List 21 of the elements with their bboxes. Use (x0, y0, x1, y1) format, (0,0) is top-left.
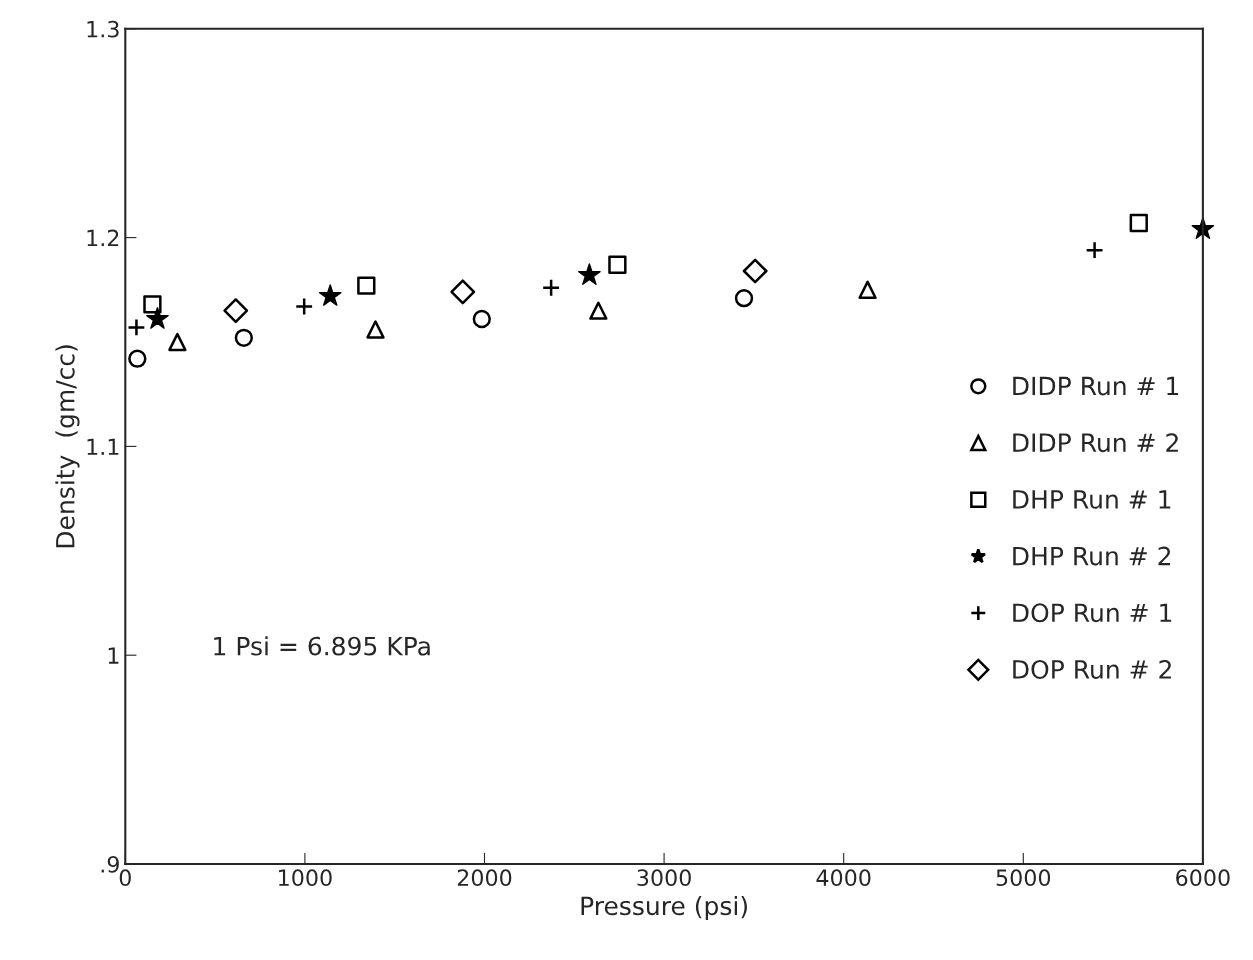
y-tick-label: 1 (108, 647, 119, 664)
x-tick-label: 0 (119, 869, 131, 887)
y-tick-label: .9 (101, 855, 119, 873)
y-tick-label: 1.2 (87, 229, 119, 247)
y-tick-label: 1.1 (87, 438, 119, 455)
legend-label: DHP Run # 2 (1013, 546, 1171, 566)
x-tick-label: 4000 (816, 869, 871, 887)
legend-label: DHP Run # 1 (1013, 490, 1171, 509)
x-axis-title: Pressure (psi) (581, 895, 747, 921)
x-tick-label: 6000 (1176, 869, 1230, 887)
y-tick-label: 1.3 (87, 20, 119, 38)
x-tick-label: 3000 (637, 869, 691, 887)
x-tick-label: 1000 (279, 869, 332, 887)
x-tick-label: 2000 (457, 869, 512, 887)
legend-label: DIDP Run # 1 (1013, 376, 1179, 396)
annotation: 1 Psi = 6.895 KPa (214, 636, 430, 656)
y-axis-title: Density (gm/cc) (55, 345, 80, 548)
legend-label: DOP Run # 1 (1013, 603, 1172, 623)
legend-label: DOP Run # 2 (1013, 660, 1171, 679)
x-tick-label: 5000 (996, 869, 1051, 887)
legend-label: DIDP Run # 2 (1013, 433, 1178, 453)
